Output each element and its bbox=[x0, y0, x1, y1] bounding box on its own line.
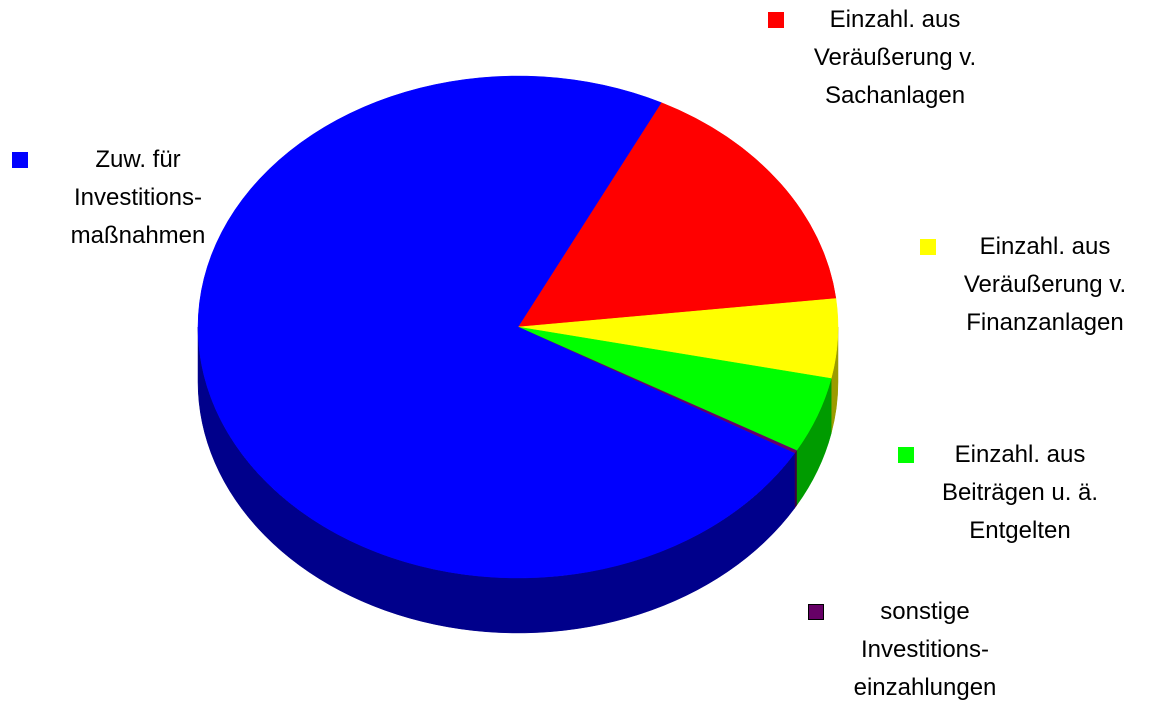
legend-swatch bbox=[898, 447, 914, 463]
pie-side bbox=[794, 449, 797, 510]
legend-label: sonstige Investitions- einzahlungen bbox=[853, 598, 997, 701]
pie-slice bbox=[517, 102, 837, 328]
legend-label: Einzahl. aus Veräußerung v. Finanzanlage… bbox=[963, 233, 1127, 336]
legend-label: Zuw. für Investitions- maßnahmen bbox=[70, 146, 206, 249]
legend-swatch bbox=[808, 604, 824, 620]
legend-swatch bbox=[920, 239, 936, 255]
legend-label: Einzahl. aus Veräußerung v. Sachanlagen bbox=[813, 6, 977, 109]
legend-swatch bbox=[768, 12, 784, 28]
pie-slice bbox=[197, 75, 795, 579]
legend-swatch bbox=[12, 152, 28, 168]
legend-label: Einzahl. aus Beiträgen u. ä. Entgelten bbox=[941, 441, 1099, 544]
